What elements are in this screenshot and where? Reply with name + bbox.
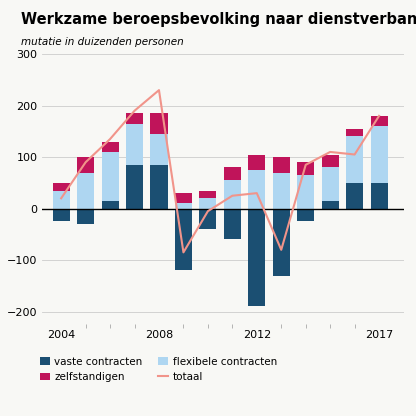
Bar (273, 208, 290, 275)
Text: mutatie in duizenden personen: mutatie in duizenden personen (21, 37, 183, 47)
Bar (322, 167, 339, 201)
Bar (346, 136, 363, 183)
Bar (248, 154, 265, 170)
Bar (151, 134, 168, 165)
Bar (151, 165, 168, 208)
Bar (175, 203, 192, 208)
Bar (371, 183, 388, 208)
Bar (297, 208, 314, 221)
Bar (102, 152, 119, 201)
Bar (224, 208, 241, 240)
Bar (126, 165, 143, 208)
Bar (297, 175, 314, 208)
Bar (273, 173, 290, 208)
Bar (224, 167, 241, 180)
Bar (322, 201, 339, 208)
Bar (248, 170, 265, 208)
Legend: vaste contracten, zelfstandigen, flexibele contracten, totaal: vaste contracten, zelfstandigen, flexibe… (40, 357, 277, 382)
Bar (199, 198, 216, 208)
Bar (102, 201, 119, 208)
Bar (199, 191, 216, 198)
Bar (322, 154, 339, 167)
Bar (346, 183, 363, 208)
Bar (77, 173, 94, 208)
Bar (371, 126, 388, 183)
Bar (52, 208, 70, 221)
Bar (52, 191, 70, 208)
Bar (199, 208, 216, 229)
Bar (52, 183, 70, 191)
Bar (175, 193, 192, 203)
Bar (346, 129, 363, 136)
Bar (126, 124, 143, 165)
Bar (151, 113, 168, 134)
Bar (77, 157, 94, 173)
Bar (371, 116, 388, 126)
Bar (273, 157, 290, 173)
Text: Werkzame beroepsbevolking naar dienstverband: Werkzame beroepsbevolking naar dienstver… (21, 12, 416, 27)
Bar (297, 162, 314, 175)
Bar (77, 208, 94, 224)
Bar (248, 208, 265, 307)
Bar (224, 180, 241, 208)
Bar (102, 141, 119, 152)
Bar (126, 113, 143, 124)
Bar (175, 208, 192, 270)
